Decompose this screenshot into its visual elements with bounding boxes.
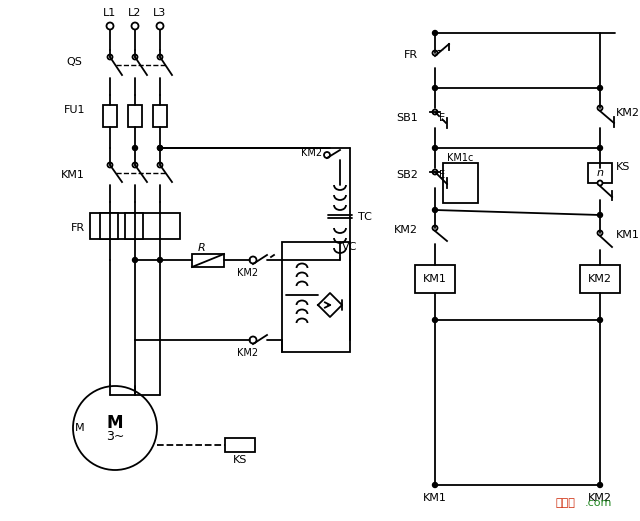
Text: E: E — [439, 113, 445, 123]
Bar — [443, 163, 478, 203]
Circle shape — [433, 169, 438, 175]
Text: L2: L2 — [128, 8, 141, 18]
Text: M: M — [107, 414, 124, 432]
Circle shape — [598, 213, 602, 217]
Text: KM2: KM2 — [588, 274, 612, 284]
Circle shape — [132, 257, 138, 263]
Circle shape — [106, 22, 113, 30]
Circle shape — [132, 55, 138, 59]
Bar — [580, 265, 620, 293]
Text: KM2: KM2 — [588, 493, 612, 503]
Circle shape — [433, 317, 438, 322]
Text: .com: .com — [584, 498, 612, 508]
Text: KM2: KM2 — [237, 348, 259, 358]
Text: R: R — [198, 243, 206, 253]
Text: E: E — [439, 170, 445, 180]
Text: M: M — [75, 423, 85, 433]
Circle shape — [598, 180, 602, 185]
Text: SB2: SB2 — [396, 170, 418, 180]
Circle shape — [108, 55, 113, 59]
Circle shape — [250, 256, 257, 264]
Circle shape — [433, 226, 438, 230]
Text: KM2: KM2 — [394, 225, 418, 235]
Text: SB1: SB1 — [396, 113, 418, 123]
Text: KM1: KM1 — [423, 493, 447, 503]
Circle shape — [132, 163, 138, 167]
Circle shape — [433, 145, 438, 151]
Text: KM1: KM1 — [423, 274, 447, 284]
Circle shape — [433, 207, 438, 213]
Text: L1: L1 — [104, 8, 116, 18]
Text: KM1: KM1 — [61, 170, 85, 180]
Text: L3: L3 — [154, 8, 166, 18]
Bar — [225, 438, 255, 452]
Text: KM2: KM2 — [301, 148, 322, 158]
Text: TC: TC — [358, 212, 372, 222]
Circle shape — [157, 257, 163, 263]
Bar — [128, 105, 142, 127]
Text: 接线图: 接线图 — [555, 498, 575, 508]
Bar — [415, 265, 455, 293]
Circle shape — [598, 85, 602, 91]
Circle shape — [157, 145, 163, 151]
Text: QS: QS — [66, 57, 82, 67]
Bar — [588, 163, 612, 183]
Text: KM2: KM2 — [616, 108, 640, 118]
Text: KM1c: KM1c — [447, 153, 473, 163]
Text: KS: KS — [233, 455, 247, 465]
Circle shape — [324, 152, 330, 158]
Text: FR: FR — [71, 223, 85, 233]
Bar — [100, 213, 118, 239]
Text: KM1: KM1 — [616, 230, 640, 240]
Circle shape — [157, 163, 163, 167]
Circle shape — [598, 230, 602, 235]
Circle shape — [433, 51, 438, 56]
Circle shape — [131, 22, 138, 30]
Circle shape — [250, 337, 257, 343]
Circle shape — [73, 386, 157, 470]
Text: FU1: FU1 — [63, 105, 85, 115]
Circle shape — [132, 145, 138, 151]
Text: VC: VC — [342, 242, 357, 252]
Bar — [153, 105, 167, 127]
Text: FR: FR — [404, 50, 418, 60]
Circle shape — [157, 22, 163, 30]
Bar — [125, 213, 143, 239]
Text: n: n — [596, 168, 604, 178]
Circle shape — [433, 482, 438, 488]
Circle shape — [433, 31, 438, 35]
Bar — [282, 242, 350, 352]
Circle shape — [598, 482, 602, 488]
Text: KS: KS — [616, 162, 630, 172]
Circle shape — [598, 145, 602, 151]
Circle shape — [157, 55, 163, 59]
Circle shape — [108, 163, 113, 167]
Text: 3~: 3~ — [106, 430, 124, 443]
Circle shape — [598, 317, 602, 322]
Circle shape — [433, 109, 438, 115]
Circle shape — [157, 145, 163, 151]
Bar — [192, 254, 224, 267]
Bar — [90, 213, 180, 239]
Bar — [103, 105, 117, 127]
Circle shape — [598, 105, 602, 110]
Text: KM2: KM2 — [237, 268, 259, 278]
Circle shape — [433, 85, 438, 91]
